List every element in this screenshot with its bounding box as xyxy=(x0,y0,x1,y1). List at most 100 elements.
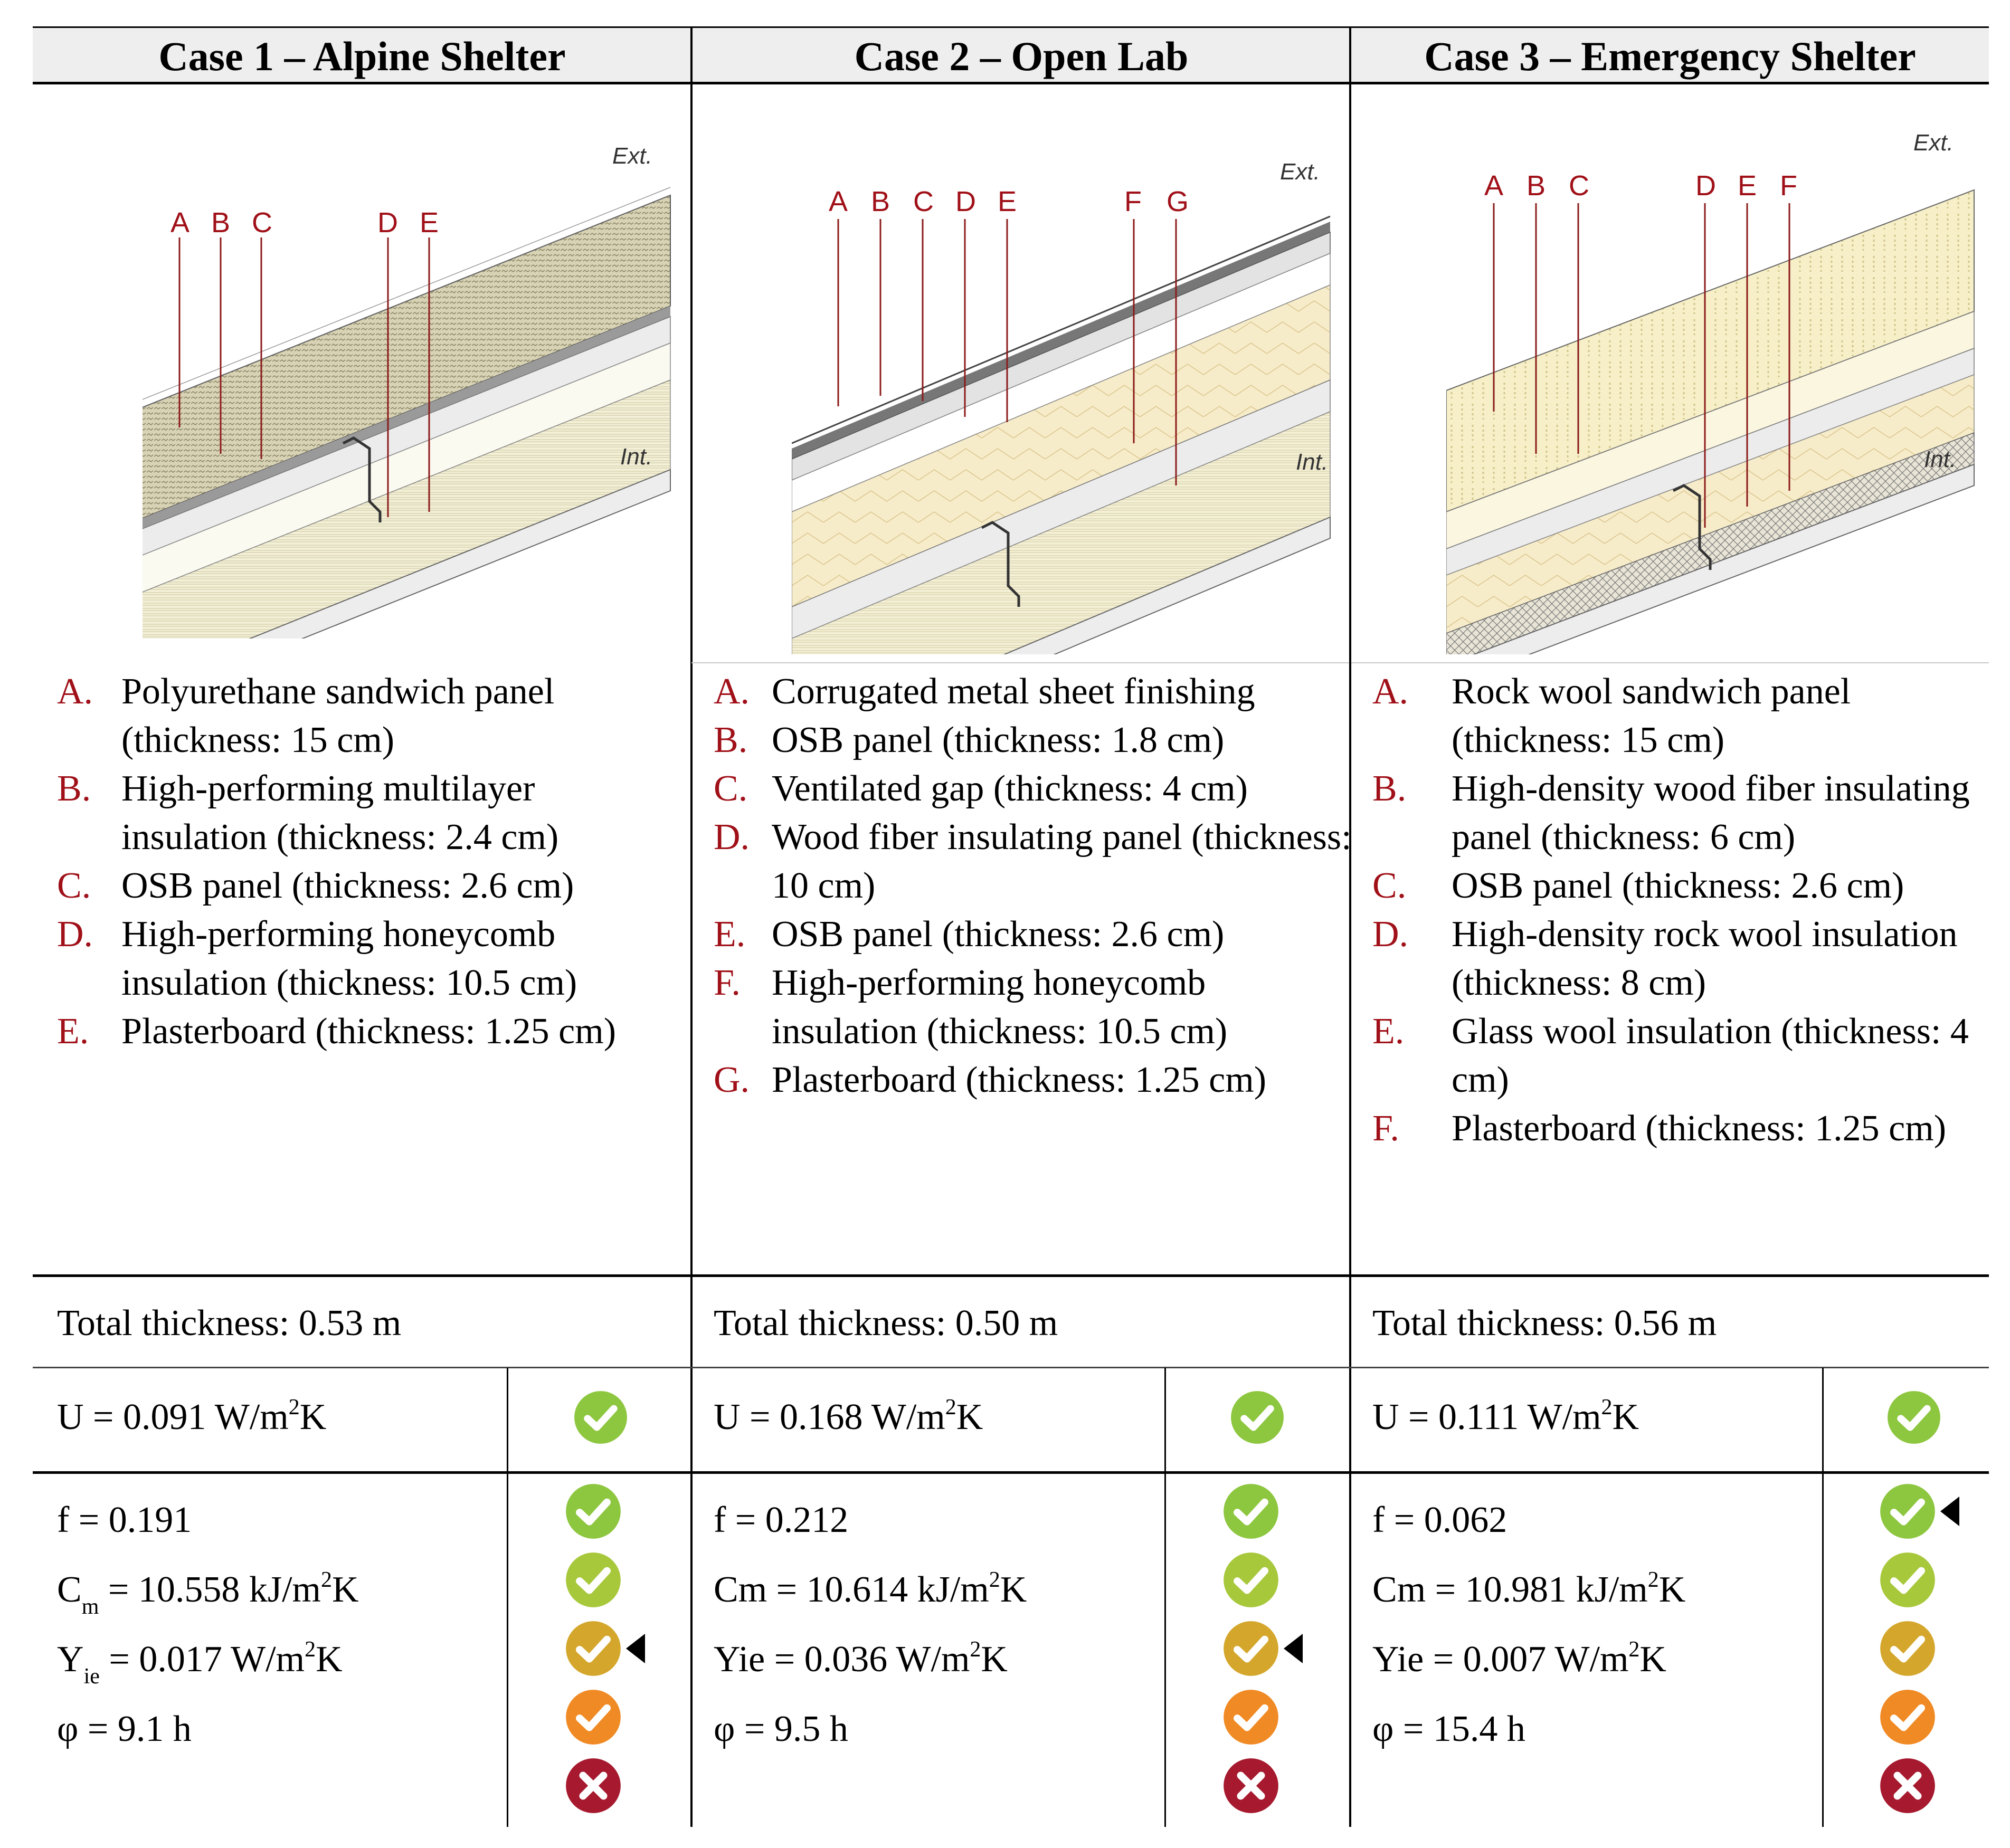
check-icon xyxy=(574,1391,627,1444)
case-3-u-value: U = 0.111 W/m2K xyxy=(1372,1395,1639,1437)
callout-label: F xyxy=(1780,170,1797,202)
layer-item: D. Wood fiber insulating panel (thickness… xyxy=(714,817,1352,906)
check-icon xyxy=(566,1552,621,1607)
selected-marker-icon xyxy=(1940,1497,1959,1526)
cross-icon xyxy=(566,1758,621,1813)
callout-label: B xyxy=(211,207,230,239)
u-row-bottom-rule xyxy=(33,1471,1989,1474)
case-2-periodic-transmittance: Yie = 0.036 W/m2K xyxy=(714,1637,1008,1680)
case-1-layer-list: A. Polyurethane sandwich panel (thickness… xyxy=(57,668,688,1056)
check-icon xyxy=(1224,1552,1278,1607)
case-3-areal-heat-capacity: Cm = 10.981 kJ/m2K xyxy=(1372,1567,1686,1610)
layer-item: E. Plasterboard (thickness: 1.25 cm) xyxy=(57,1011,617,1052)
icon-column-divider xyxy=(507,1368,508,1827)
exterior-label: Ext. xyxy=(1913,130,1954,156)
interior-label: Int. xyxy=(1296,449,1328,475)
callout-label: F xyxy=(1124,186,1142,217)
callout-label: E xyxy=(420,207,439,239)
interior-label: Int. xyxy=(620,444,652,470)
column-divider xyxy=(1349,27,1351,1827)
layer-item: C. OSB panel (thickness: 2.6 cm) xyxy=(57,865,574,906)
callout-label: C xyxy=(913,186,934,217)
exterior-label: Ext. xyxy=(612,143,652,169)
header-row xyxy=(33,27,1989,83)
layer-item: A. Rock wool sandwich panel (thickness: 1… xyxy=(1372,671,1851,760)
selected-marker-icon xyxy=(626,1634,645,1663)
check-icon xyxy=(1880,1621,1935,1676)
exterior-label: Ext. xyxy=(1280,159,1320,185)
layer-item: C. OSB panel (thickness: 2.6 cm) xyxy=(1372,865,1904,906)
case-2-u-value: U = 0.168 W/m2K xyxy=(714,1395,983,1437)
case-2-roof-section-diagram: Ext. Int. A B C D E F G xyxy=(792,159,1331,654)
callout-label: A xyxy=(1484,170,1503,202)
case-1-roof-section-diagram: Ext. Int. A B C D E xyxy=(143,143,671,639)
callout-label: E xyxy=(1738,170,1757,202)
case-3-title: Case 3 – Emergency Shelter xyxy=(1424,33,1916,79)
callout-label: B xyxy=(871,186,890,217)
case-1-total-thickness: Total thickness: 0.53 m xyxy=(57,1303,402,1344)
callout-label: A xyxy=(829,186,848,217)
check-icon xyxy=(1224,1690,1278,1745)
layer-item: A. Corrugated metal sheet finishing xyxy=(714,671,1255,712)
cross-icon xyxy=(1880,1758,1935,1813)
layer-item: E. Glass wool insulation (thickness: 4 cm… xyxy=(1372,1011,1969,1100)
layer-item: A. Polyurethane sandwich panel (thickness… xyxy=(57,671,555,760)
icon-column-divider xyxy=(1164,1368,1166,1827)
callout-label: A xyxy=(170,207,189,239)
check-icon xyxy=(566,1621,621,1676)
case-1-title: Case 1 – Alpine Shelter xyxy=(158,33,566,79)
check-icon xyxy=(1880,1552,1935,1607)
case-3-total-thickness: Total thickness: 0.56 m xyxy=(1372,1303,1717,1344)
case-3-roof-section-diagram: Ext. Int. A B C D E F xyxy=(1446,130,1975,654)
case-1-decrement-factor: f = 0.191 xyxy=(57,1500,192,1540)
header-top-rule xyxy=(33,26,1989,28)
callout-label: D xyxy=(955,186,976,217)
case-2-time-shift: φ = 9.5 h xyxy=(714,1709,848,1749)
selected-marker-icon xyxy=(1284,1634,1303,1663)
check-icon xyxy=(1224,1621,1278,1676)
layer-item: C. Ventilated gap (thickness: 4 cm) xyxy=(714,768,1248,809)
case-1-areal-heat-capacity: Cm = 10.558 kJ/m2K xyxy=(57,1567,359,1619)
callout-label: E xyxy=(998,186,1017,217)
check-icon xyxy=(566,1484,621,1539)
case-2-total-thickness: Total thickness: 0.50 m xyxy=(714,1303,1058,1344)
case-2-areal-heat-capacity: Cm = 10.614 kJ/m2K xyxy=(714,1567,1027,1610)
case-2-title: Case 2 – Open Lab xyxy=(854,33,1189,79)
case-1-u-value: U = 0.091 W/m2K xyxy=(57,1395,327,1437)
layer-item: B. OSB panel (thickness: 1.8 cm) xyxy=(714,720,1225,760)
case-1-time-shift: φ = 9.1 h xyxy=(57,1709,192,1749)
callout-label: D xyxy=(377,207,398,239)
layer-item: E. OSB panel (thickness: 2.6 cm) xyxy=(714,914,1225,955)
check-icon xyxy=(1880,1484,1935,1539)
check-icon xyxy=(1880,1690,1935,1745)
check-icon xyxy=(1231,1391,1284,1444)
case-2-decrement-factor: f = 0.212 xyxy=(714,1500,849,1540)
icon-column-divider xyxy=(1822,1368,1824,1827)
case-3-periodic-transmittance: Yie = 0.007 W/m2K xyxy=(1372,1637,1666,1680)
callout-label: C xyxy=(252,207,272,239)
check-icon xyxy=(1888,1391,1940,1444)
diagram-separator xyxy=(1351,662,1989,663)
layer-item: D. High-performing honeycomb insulation (… xyxy=(57,914,577,1003)
case-2-layer-list: A. Corrugated metal sheet finishing B. OSB… xyxy=(714,668,1352,1104)
callout-label: G xyxy=(1167,186,1189,217)
diagram-separator xyxy=(691,662,1349,663)
case-3-layer-list: A. Rock wool sandwich panel (thickness: 1… xyxy=(1372,668,1990,1153)
layer-item: F. High-performing honeycomb insulation (… xyxy=(714,963,1228,1052)
total-row-top-rule xyxy=(33,1274,1989,1277)
cross-icon xyxy=(1224,1758,1278,1813)
layer-item: D. High-density rock wool insulation (thi… xyxy=(1372,914,1958,1003)
layer-item: G. Plasterboard (thickness: 1.25 cm) xyxy=(714,1060,1267,1100)
interior-label: Int. xyxy=(1924,446,1956,472)
column-divider xyxy=(690,27,693,1827)
callout-label: B xyxy=(1527,170,1546,202)
case-1-periodic-transmittance: Yie = 0.017 W/m2K xyxy=(57,1637,343,1689)
header-bottom-rule xyxy=(33,82,1989,84)
layer-item: B. High-performing multilayer insulation … xyxy=(57,768,559,858)
layer-item: F. Plasterboard (thickness: 1.25 cm) xyxy=(1372,1108,1947,1149)
layer-item: B. High-density wood fiber insulating pan… xyxy=(1372,768,1970,858)
case-3-time-shift: φ = 15.4 h xyxy=(1372,1709,1525,1749)
case-3-decrement-factor: f = 0.062 xyxy=(1372,1500,1508,1540)
callout-label: C xyxy=(1569,170,1589,202)
callout-label: D xyxy=(1695,170,1716,202)
